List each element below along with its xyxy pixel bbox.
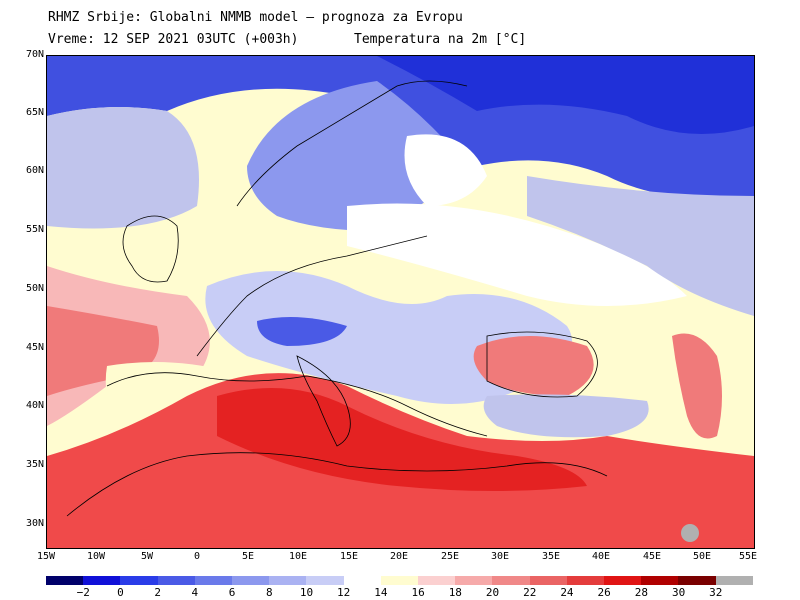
colorbar-tick-label: 24	[560, 586, 574, 599]
coastline-italy	[296, 355, 351, 447]
eastern-europe-mild-field	[347, 203, 687, 306]
colorbar-cell	[269, 576, 307, 585]
colorbar-tick-label: 26	[597, 586, 611, 599]
lon-label-5e: 5E	[241, 551, 255, 562]
colorbar-tick-label: 28	[634, 586, 648, 599]
lat-label-60n: 60N	[25, 165, 44, 176]
colorbar-cell	[83, 576, 121, 585]
colorbar-cell	[194, 576, 233, 585]
colorbar-cell	[604, 576, 642, 585]
black-sea-warm-field	[473, 336, 594, 396]
colorbar-tick-label: 0	[117, 586, 124, 599]
lon-label-15w: 15W	[36, 551, 56, 562]
lat-label-50n: 50N	[25, 283, 44, 294]
lat-label-65n: 65N	[25, 107, 44, 118]
gulf-hot-spot	[681, 524, 699, 542]
lon-label-45e: 45E	[642, 551, 662, 562]
coastline-north-africa	[66, 452, 608, 517]
mediterranean-core-field	[217, 388, 587, 491]
colorbar-cell	[157, 576, 195, 585]
colorbar-cell	[529, 576, 567, 585]
lon-label-50e: 50E	[692, 551, 712, 562]
colorbar-tick-label: 18	[448, 586, 462, 599]
colorbar-tick-label: 4	[191, 586, 199, 599]
coastline-europe	[106, 80, 598, 437]
subtitle-row: Vreme: 12 SEP 2021 03UTC (+003h) Tempera…	[48, 32, 528, 77]
colorbar-tick-label: 22	[523, 586, 537, 599]
lon-label-15e: 15E	[339, 551, 359, 562]
colorbar-tick-label: 14	[374, 586, 388, 599]
lon-label-0: 0	[193, 551, 201, 562]
colorbar-cell	[232, 576, 270, 585]
temperature-map	[47, 56, 754, 548]
colorbar-tick-label: 12	[337, 586, 351, 599]
lat-label-55n: 55N	[25, 224, 44, 235]
colorbar-cell	[715, 576, 753, 585]
finland-mild-field	[404, 134, 487, 206]
colorbar-tick-label: 20	[485, 586, 500, 599]
lon-label-20e: 20E	[389, 551, 409, 562]
lon-label-10w: 10W	[86, 551, 106, 562]
colorbar-tick-label: −2	[76, 586, 90, 599]
colorbar-cell	[46, 576, 84, 585]
colorbar-tick-label: 6	[228, 586, 236, 599]
colorbar-cell	[641, 576, 679, 585]
colorbar-tick-label: 32	[709, 586, 723, 599]
colorbar-cell	[455, 576, 493, 585]
lat-label-30n: 30N	[25, 518, 44, 529]
lat-label-70n: 70N	[25, 49, 44, 60]
colorbar-cell	[678, 576, 716, 585]
temperature-colorbar	[46, 576, 753, 585]
lon-label-40e: 40E	[591, 551, 611, 562]
lon-label-30e: 30E	[490, 551, 510, 562]
lat-label-35n: 35N	[25, 459, 44, 470]
lat-label-40n: 40N	[25, 400, 44, 411]
scandinavia-cool-field	[247, 81, 467, 231]
field-label: Temperatura na 2m [°C]	[354, 32, 527, 47]
alps-cold-field	[257, 317, 347, 346]
russia-cool-field	[527, 176, 754, 316]
map-frame	[46, 55, 755, 549]
colorbar-cell	[492, 576, 530, 585]
chart-title: RHMZ Srbije: Globalni NMMB model — progn…	[48, 10, 463, 25]
colorbar-tick-label: 10	[299, 586, 314, 599]
forecast-time-label: Vreme: 12 SEP 2021 03UTC (+003h)	[48, 32, 299, 47]
colorbar-cell	[120, 576, 158, 585]
lat-label-45n: 45N	[25, 342, 44, 353]
colorbar-cell	[566, 576, 605, 585]
colorbar-tick-label: 30	[671, 586, 686, 599]
colorbar-tick-label: 16	[411, 586, 425, 599]
caspian-warm-field	[672, 333, 722, 439]
colorbar-cell	[343, 576, 381, 585]
lon-label-5w: 5W	[140, 551, 154, 562]
north-atlantic-cool-field	[47, 107, 199, 229]
arctic-deep-cold-field	[377, 56, 754, 134]
lon-label-35e: 35E	[541, 551, 561, 562]
lon-label-55e: 55E	[738, 551, 758, 562]
colorbar-cell	[418, 576, 456, 585]
lon-label-25e: 25E	[440, 551, 460, 562]
colorbar-cell	[306, 576, 344, 585]
anatolia-cool-field	[483, 394, 649, 438]
colorbar-tick-label: 8	[265, 586, 273, 599]
colorbar-tick-label: 2	[154, 586, 161, 599]
colorbar-cell	[380, 576, 419, 585]
lon-label-10e: 10E	[288, 551, 308, 562]
coastline-british-isles	[122, 215, 179, 283]
